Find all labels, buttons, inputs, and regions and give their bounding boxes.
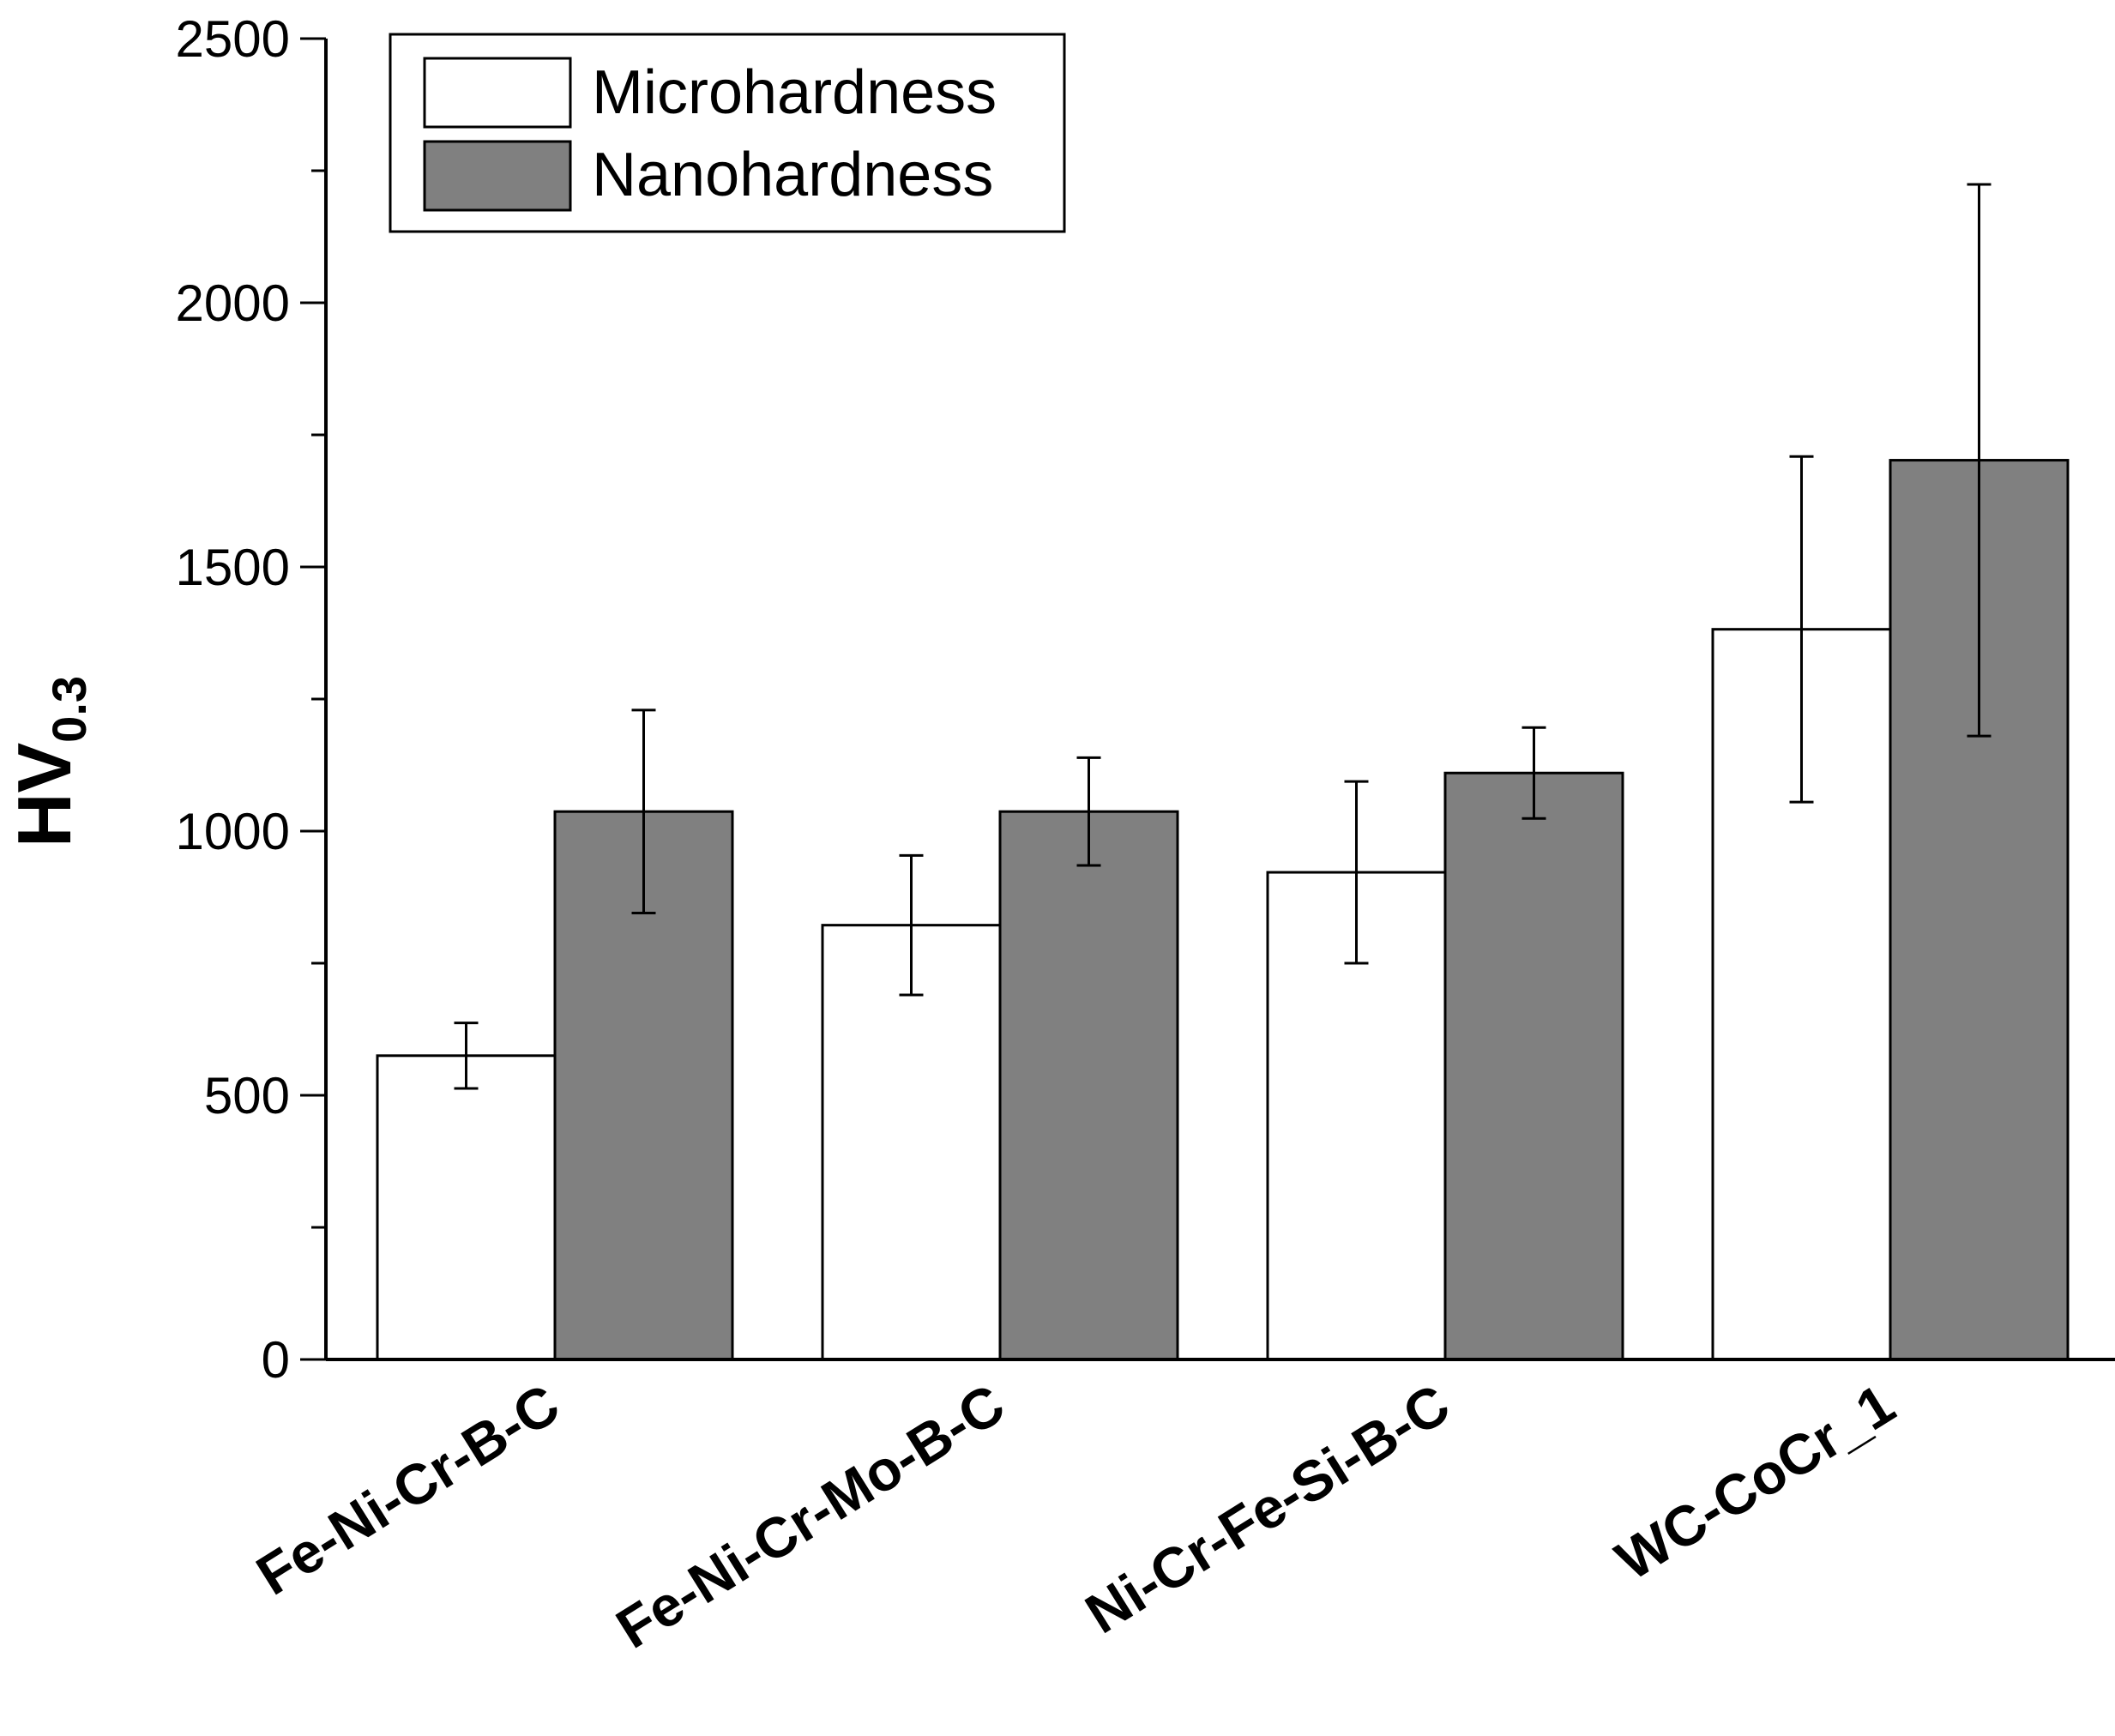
y-tick-label: 1000 — [176, 803, 290, 860]
y-axis-label-main: HV — [2, 743, 87, 848]
x-category-label: WC-CoCr_1 — [1605, 1371, 1905, 1592]
y-tick-label: 2500 — [176, 10, 290, 68]
legend-swatch-nanohardness — [423, 140, 572, 212]
y-tick-labels: 0 500 1000 1500 2000 2500 — [176, 10, 290, 1389]
bar-microhardness — [376, 1054, 557, 1361]
legend-label-nanohardness: Nanohardness — [592, 141, 993, 209]
y-axis-label-subscript: 0.3 — [42, 676, 96, 743]
category-labels: Fe-Ni-Cr-B-C Fe-Ni-Cr-Mo-B-C Ni-Cr-Fe-Si-B… — [245, 1371, 1905, 1661]
bar-microhardness — [821, 924, 1002, 1361]
legend-swatch-microhardness — [423, 57, 572, 129]
y-tick-label: 2000 — [176, 274, 290, 332]
bars-group — [376, 459, 2070, 1361]
y-tick-label: 0 — [262, 1331, 290, 1389]
legend-label-microhardness: Microhardness — [592, 58, 997, 127]
y-axis-label: HV0.3 — [2, 676, 96, 847]
x-category-label: Fe-Ni-Cr-B-C — [245, 1371, 569, 1607]
x-category-label: Ni-Cr-Fe-Si-B-C — [1075, 1371, 1461, 1645]
x-category-label: Fe-Ni-Cr-Mo-B-C — [606, 1371, 1015, 1661]
bar-nanohardness — [1443, 771, 1624, 1361]
axes-group — [300, 37, 2115, 1361]
errorbars-group — [454, 183, 1991, 1090]
legend: Microhardness Nanohardness — [389, 33, 1066, 233]
y-tick-label: 500 — [204, 1067, 290, 1124]
y-tick-label: 1500 — [176, 539, 290, 596]
bar-nanohardness — [998, 810, 1179, 1361]
